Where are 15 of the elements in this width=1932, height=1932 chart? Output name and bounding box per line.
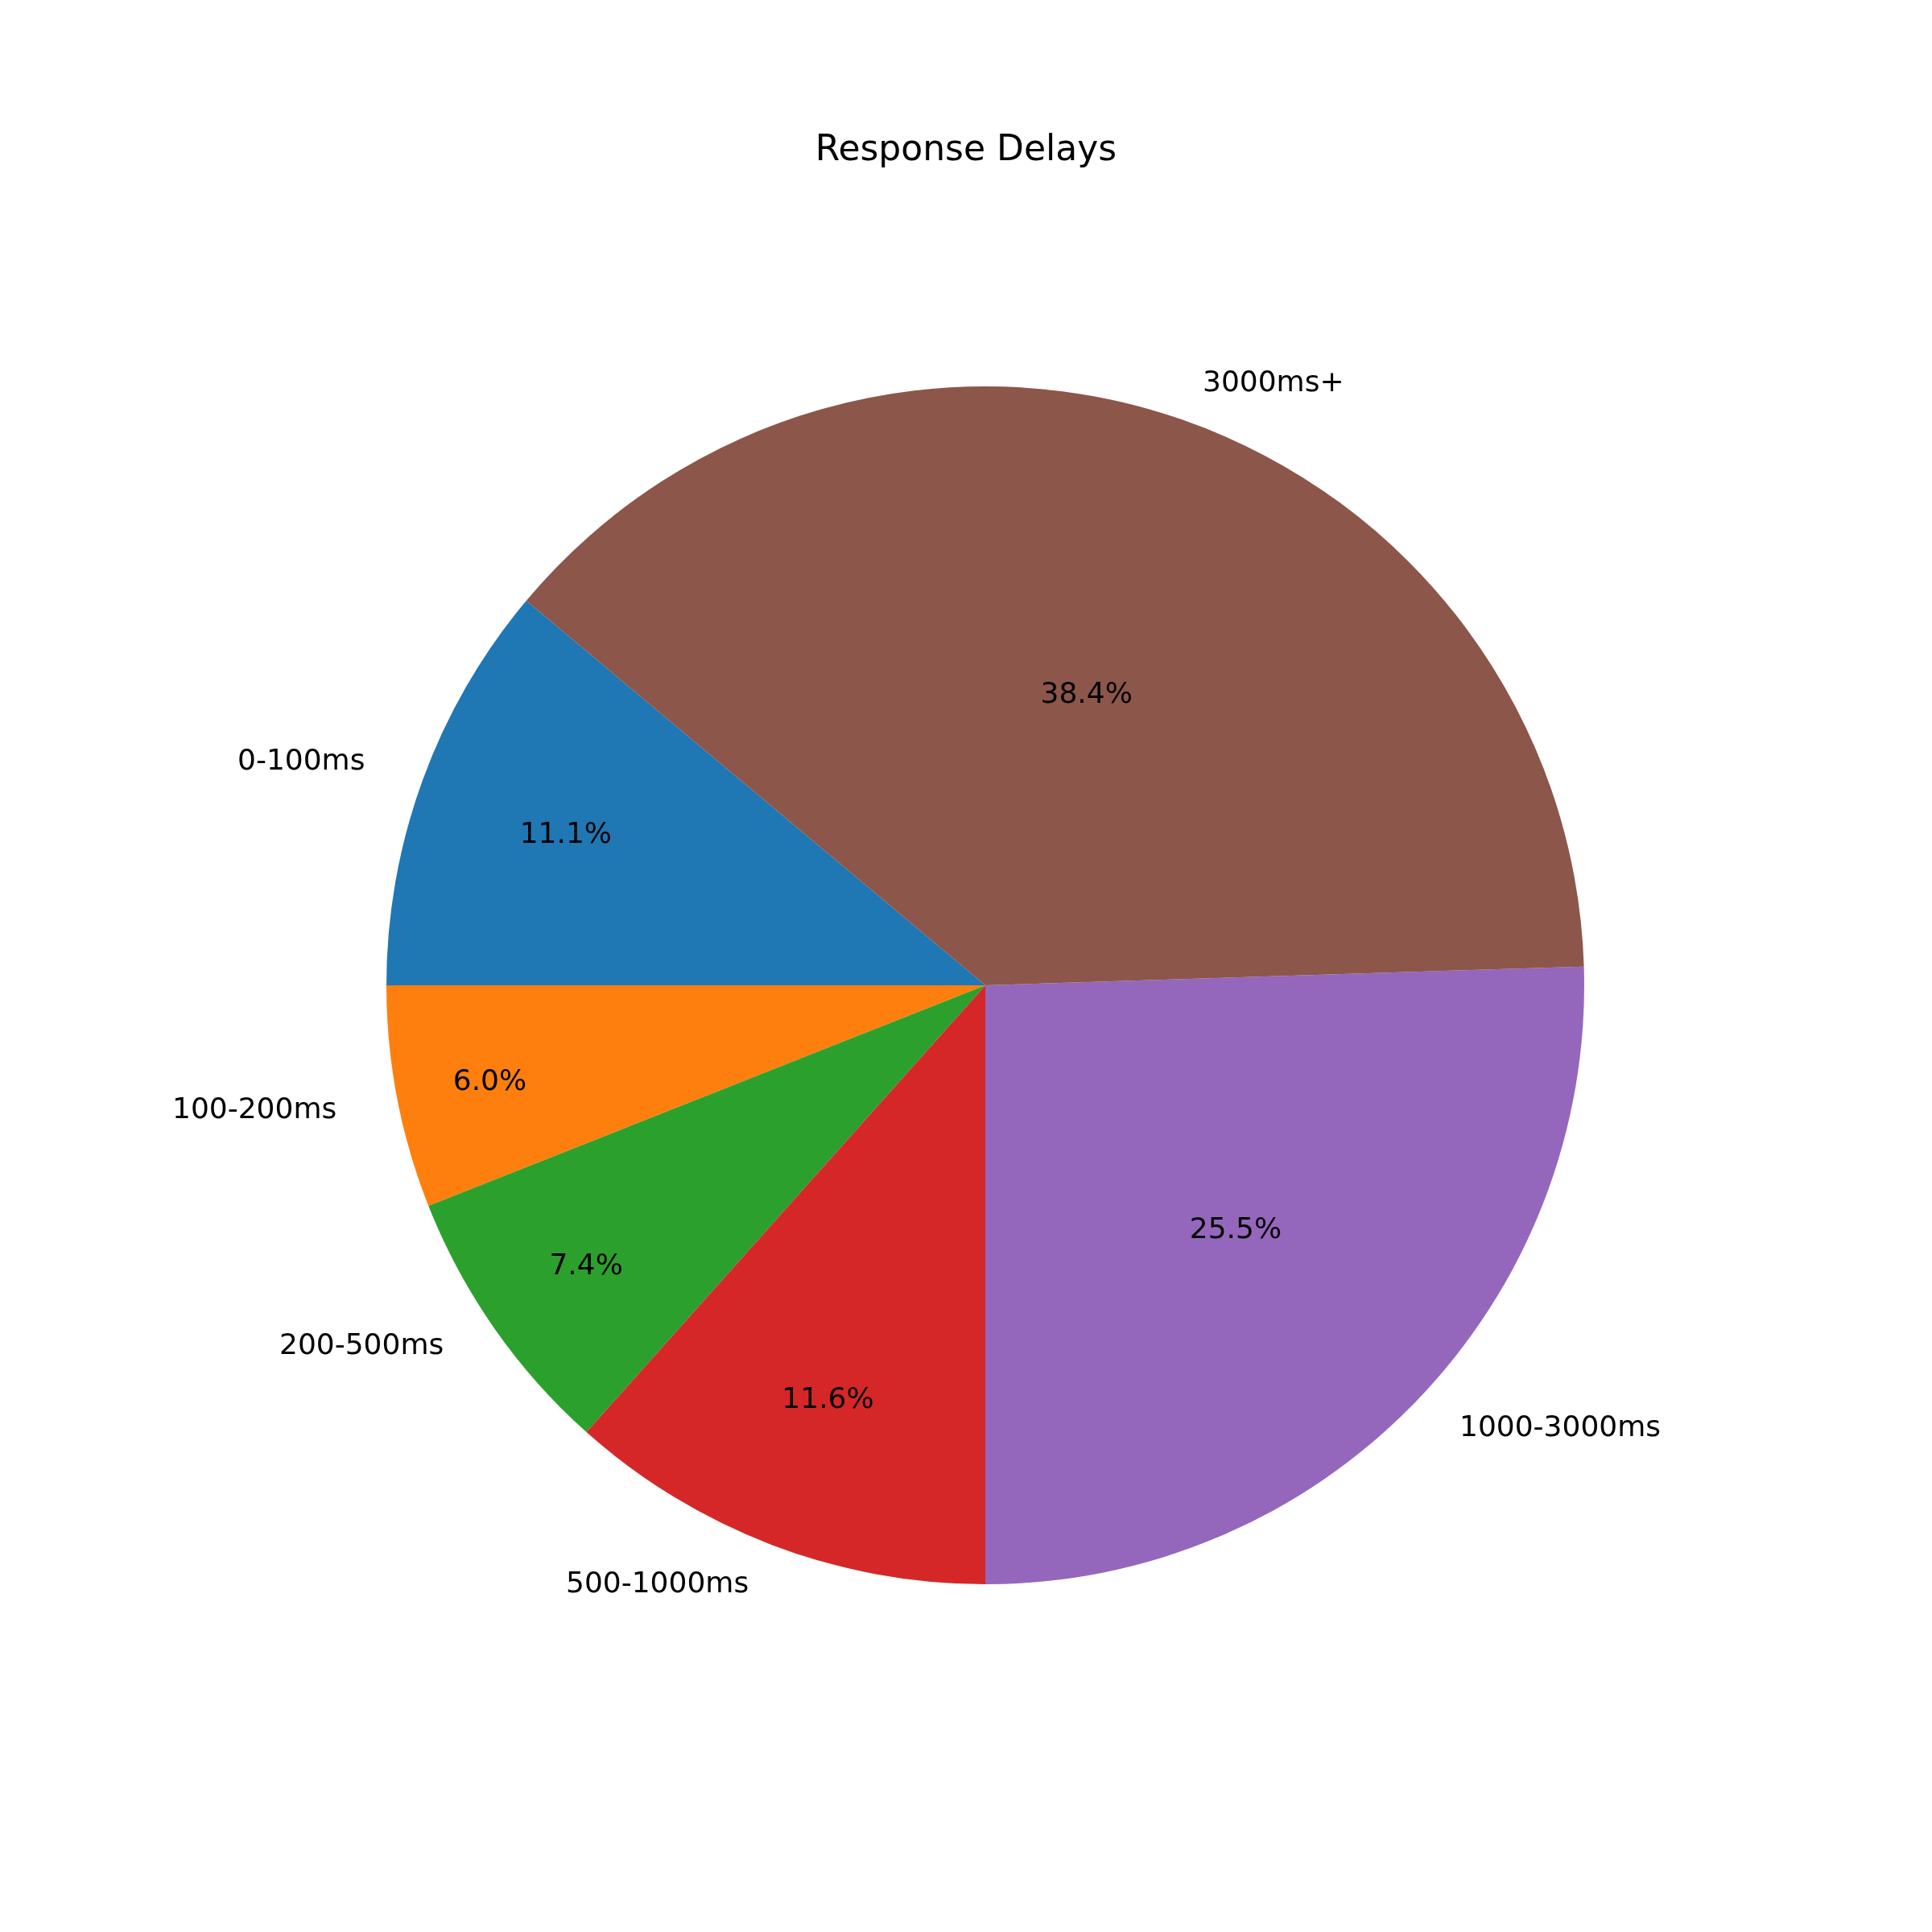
- slice-label: 0-100ms: [237, 743, 365, 776]
- data-label: 6.0%: [452, 1063, 527, 1096]
- slice-label: 100-200ms: [172, 1092, 337, 1125]
- slice-label: 3000ms+: [1203, 365, 1344, 398]
- data-label: 11.6%: [782, 1381, 874, 1414]
- data-label: 11.1%: [519, 816, 613, 850]
- data-label: 7.4%: [549, 1247, 623, 1281]
- data-label: 25.5%: [1189, 1211, 1282, 1245]
- slice-label: 500-1000ms: [566, 1566, 749, 1599]
- data-label: 38.4%: [1040, 676, 1133, 709]
- slice-label: 1000-3000ms: [1459, 1410, 1662, 1443]
- chart-title: Response Delays: [815, 126, 1117, 168]
- pie-slice: [386, 985, 985, 1206]
- slice-label: 200-500ms: [279, 1327, 444, 1360]
- pie-slice: [386, 601, 985, 985]
